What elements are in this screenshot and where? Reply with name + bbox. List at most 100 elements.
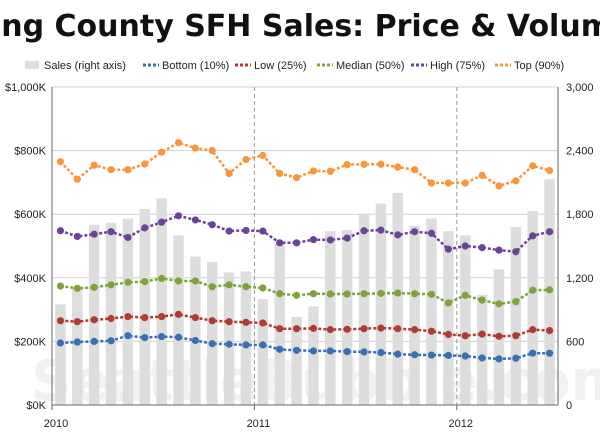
data-point — [141, 160, 149, 168]
sales-bar — [190, 256, 201, 405]
chart-title: King County SFH Sales: Price & Volume — [0, 9, 600, 44]
data-point — [141, 278, 149, 286]
series-line — [60, 277, 550, 306]
sales-bar — [358, 214, 370, 405]
data-point — [394, 231, 402, 239]
y-tick-label-right: 600 — [566, 336, 584, 348]
sales-bar — [156, 198, 167, 405]
data-point — [225, 318, 233, 326]
data-point — [90, 283, 98, 291]
sales-bar — [55, 304, 66, 405]
y-tick-label-right: 0 — [566, 400, 572, 412]
y-tick-label-left: $600K — [14, 209, 46, 221]
axes: $0K $200K $400K $600K $800K $1,000K 0 600 1,200 1… — [5, 82, 594, 430]
y-tick-label-left: $0K — [26, 400, 46, 412]
data-point — [56, 317, 65, 325]
sales-bar — [240, 271, 252, 405]
sales-bar — [476, 294, 488, 405]
data-point — [444, 179, 452, 187]
data-point — [90, 230, 98, 238]
data-point — [309, 290, 318, 298]
y-tick-label-left: $400K — [14, 273, 46, 285]
data-point — [377, 160, 385, 168]
data-point — [191, 313, 199, 322]
data-point — [90, 316, 98, 324]
data-point — [174, 277, 183, 285]
sales-bar — [510, 226, 522, 405]
legend-label: Bottom (10%) — [162, 60, 229, 72]
data-point — [343, 347, 351, 356]
data-point — [529, 326, 537, 334]
data-point — [512, 177, 520, 185]
data-point — [174, 310, 183, 318]
data-point — [377, 226, 385, 234]
data-point — [56, 339, 65, 347]
data-point — [242, 341, 250, 349]
series-line — [59, 141, 550, 188]
sales-bar — [460, 235, 471, 405]
data-point — [158, 333, 166, 341]
sales-bar — [88, 224, 100, 405]
data-point — [427, 351, 436, 359]
data-point — [461, 242, 469, 250]
data-point — [377, 289, 385, 297]
data-point — [444, 245, 452, 253]
data-point — [309, 167, 318, 175]
data-point — [191, 216, 199, 224]
sales-bar — [443, 231, 454, 405]
data-point — [343, 290, 351, 298]
data-point — [343, 234, 351, 242]
data-point — [427, 290, 436, 298]
data-point — [191, 336, 199, 345]
data-point — [259, 227, 267, 235]
legend-swatch — [25, 61, 39, 69]
data-point — [478, 354, 486, 362]
data-point — [158, 274, 166, 283]
data-point — [242, 283, 250, 291]
data-point — [394, 163, 402, 171]
data-point — [73, 318, 81, 326]
data-point — [478, 243, 486, 252]
data-point — [158, 312, 166, 321]
sales-bar — [257, 299, 269, 405]
sales-bar — [223, 272, 235, 405]
sales-bar — [72, 288, 83, 405]
data-point — [394, 350, 402, 358]
sales-bar — [527, 211, 538, 405]
data-point — [461, 291, 469, 299]
data-point — [512, 354, 520, 362]
data-point — [292, 346, 301, 354]
sales-bar — [105, 222, 117, 405]
sales-bar — [207, 261, 218, 405]
data-point — [208, 283, 216, 291]
data-point — [529, 162, 537, 170]
data-point — [292, 291, 301, 299]
series-line — [59, 214, 550, 253]
x-tick-label: 2010 — [44, 418, 68, 430]
data-point — [141, 333, 149, 342]
data-point — [208, 147, 216, 155]
legend-label: Median (50%) — [336, 60, 404, 72]
data-point — [427, 327, 436, 335]
data-point — [326, 290, 334, 298]
series-line — [60, 313, 550, 338]
data-point — [427, 229, 436, 237]
data-point — [512, 248, 520, 256]
data-point — [158, 218, 166, 226]
data-point — [107, 314, 115, 323]
data-point — [394, 325, 402, 333]
data-point — [259, 151, 267, 159]
data-point — [360, 290, 368, 298]
data-point — [411, 290, 419, 298]
data-point — [377, 324, 385, 332]
data-point — [444, 351, 452, 359]
data-point — [73, 232, 81, 241]
data-point — [326, 326, 334, 334]
sales-bar — [325, 231, 336, 405]
data-point — [495, 246, 503, 254]
sales-bar — [392, 193, 403, 405]
data-point — [360, 160, 368, 168]
data-point — [107, 166, 115, 174]
sales-bar — [139, 208, 150, 405]
data-point — [292, 239, 301, 247]
